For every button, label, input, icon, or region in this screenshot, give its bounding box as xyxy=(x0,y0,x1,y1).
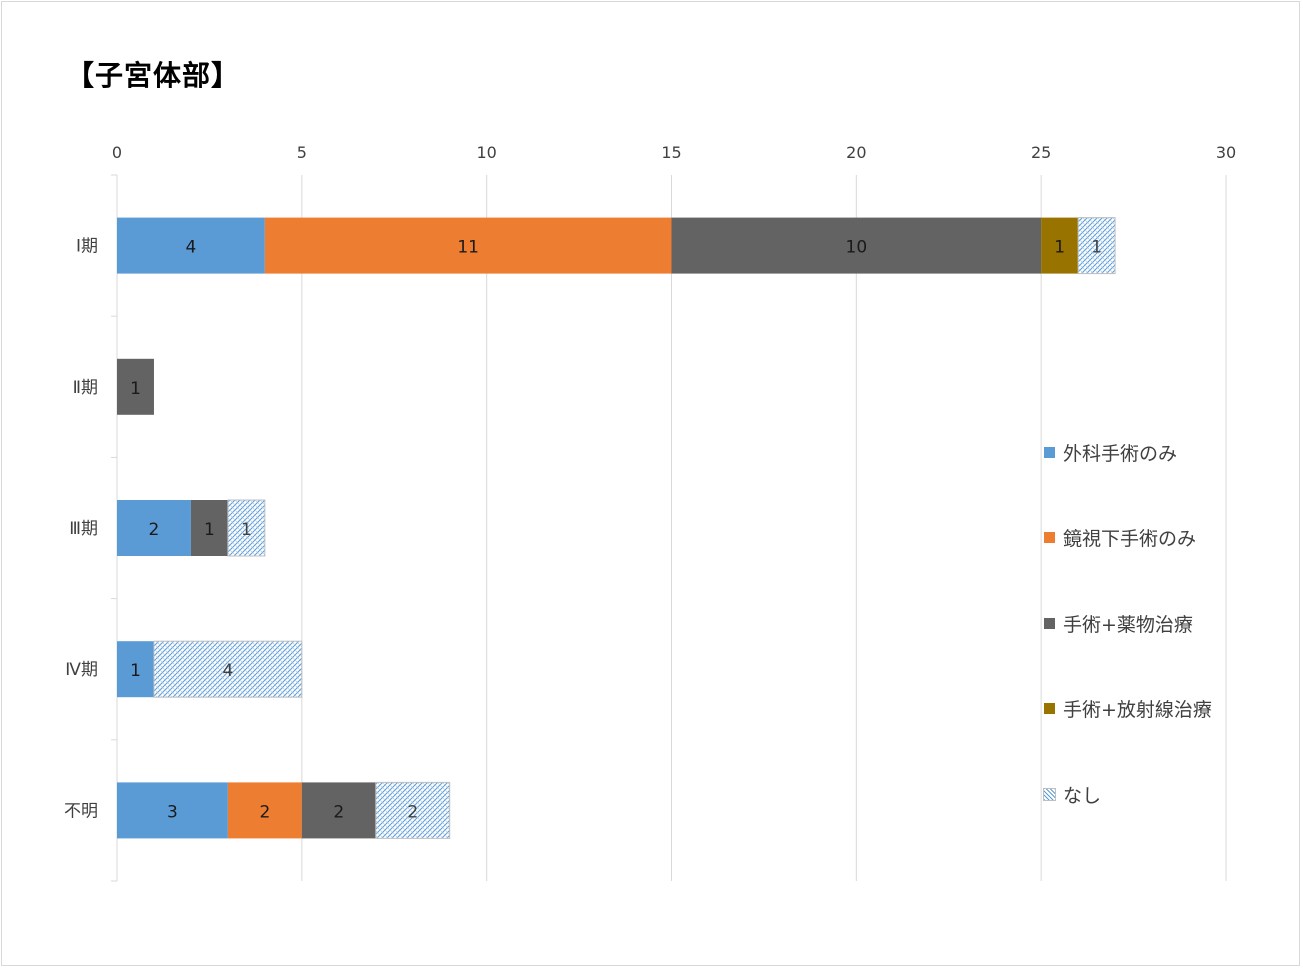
data-label: 4 xyxy=(222,661,233,681)
bar-segment xyxy=(1077,217,1116,275)
bar-segment xyxy=(264,217,672,274)
legend-item: 外科手術のみ xyxy=(1044,440,1178,465)
legend-item: 手術+放射線治療 xyxy=(1044,697,1212,721)
bar-segment xyxy=(117,358,154,415)
category-label: Ⅳ期 xyxy=(65,660,98,680)
x-tick-label: 25 xyxy=(1031,143,1051,162)
bar-segment xyxy=(375,781,451,839)
legend-swatch xyxy=(1044,617,1055,629)
bar-segment xyxy=(153,640,303,698)
data-label: 1 xyxy=(1091,238,1102,258)
data-labels: 4 11 10 1 112 1 11 43 2 2 2 xyxy=(130,238,1102,823)
bar-segment xyxy=(117,217,265,274)
category-label: 不明 xyxy=(64,801,98,821)
legend-item: 手術+薬物治療 xyxy=(1044,611,1193,636)
category-label: Ⅱ期 xyxy=(73,378,98,398)
bar-segment xyxy=(1041,217,1079,274)
bar-segment xyxy=(227,499,266,557)
x-tick-label: 30 xyxy=(1216,143,1236,162)
grid-lines xyxy=(301,175,1227,881)
bar-segment xyxy=(227,782,302,839)
legend-label: 手術+放射線治療 xyxy=(1063,699,1212,721)
legend-swatch xyxy=(1044,532,1055,543)
bar-segment xyxy=(117,641,154,698)
legend-label: なし xyxy=(1063,784,1102,807)
chart-title: 【子宮体部】 xyxy=(66,59,241,92)
legend-label: 鏡視下手術のみ xyxy=(1063,528,1197,550)
data-label: 3 xyxy=(167,802,178,822)
bar-segment xyxy=(671,217,1042,274)
data-label: 1 xyxy=(241,520,252,540)
x-tick-label: 10 xyxy=(476,143,496,162)
data-label: 1 xyxy=(130,661,141,681)
x-tick-labels: 0 5 10 15 20 25 30 xyxy=(112,143,1236,162)
legend-swatch xyxy=(1044,703,1055,714)
legend-swatch xyxy=(1043,787,1056,801)
data-label: 11 xyxy=(457,238,479,258)
legend-label: 外科手術のみ xyxy=(1063,442,1178,465)
legend-item: 鏡視下手術のみ xyxy=(1044,526,1196,550)
data-label: 1 xyxy=(204,520,215,540)
data-label: 1 xyxy=(1054,238,1065,258)
x-tick-label: 5 xyxy=(297,143,307,162)
legend-swatch xyxy=(1044,446,1055,458)
legend-label: 手術+薬物治療 xyxy=(1063,613,1193,636)
x-tick-label: 20 xyxy=(846,143,866,162)
legend-item: なし xyxy=(1043,782,1102,807)
bar-segment xyxy=(301,782,376,839)
category-label: Ⅲ期 xyxy=(69,519,98,539)
bar-segment xyxy=(117,782,228,839)
data-label: 2 xyxy=(333,802,344,822)
data-label: 1 xyxy=(130,379,141,399)
data-label: 4 xyxy=(186,238,197,258)
x-tick-label: 0 xyxy=(112,143,122,162)
data-label: 2 xyxy=(259,802,270,822)
data-label: 2 xyxy=(407,802,418,822)
data-label: 2 xyxy=(149,520,160,540)
data-label: 10 xyxy=(846,238,868,258)
category-label: Ⅰ期 xyxy=(76,237,98,257)
x-tick-label: 15 xyxy=(661,143,681,162)
bars xyxy=(117,217,1116,839)
bar-segment xyxy=(117,500,191,556)
bar-segment xyxy=(190,500,228,556)
